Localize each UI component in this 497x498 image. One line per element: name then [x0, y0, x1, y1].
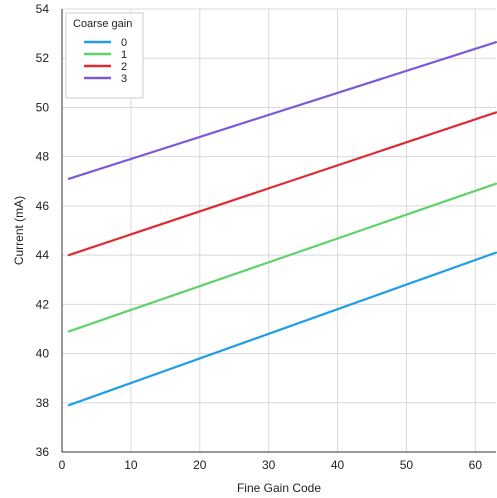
legend-title: Coarse gain: [73, 18, 132, 30]
series-line-0: [67, 251, 497, 407]
x-axis-label: Fine Gain Code: [237, 481, 321, 495]
y-tick-label: 38: [36, 396, 50, 410]
x-tick-label: 20: [193, 458, 207, 472]
x-tick-label: 10: [124, 458, 138, 472]
y-tick-label: 46: [36, 199, 50, 213]
legend-label-3: 3: [121, 73, 127, 85]
x-tick-label: 30: [262, 458, 276, 472]
axes: [61, 9, 496, 453]
legend-label-1: 1: [121, 49, 127, 61]
series-line-2: [67, 111, 497, 257]
legend-label-2: 2: [121, 61, 127, 73]
y-tick-labels: 36 38 40 42 44 46 48 50 52 54: [36, 2, 50, 459]
y-tick-label: 54: [36, 2, 50, 16]
y-tick-label: 42: [36, 297, 50, 311]
y-tick-label: 48: [36, 150, 50, 164]
grid: [61, 8, 496, 453]
x-tick-label: 60: [469, 458, 483, 472]
y-tick-label: 36: [36, 445, 50, 459]
y-tick-label: 40: [36, 347, 50, 361]
series-lines: [67, 41, 497, 407]
y-tick-label: 52: [36, 51, 50, 65]
legend-label-0: 0: [121, 37, 127, 49]
y-tick-label: 50: [36, 100, 50, 114]
y-axis-label: Current (mA): [12, 196, 26, 265]
legend-box: [65, 12, 144, 99]
series-line-3: [67, 41, 497, 180]
series-line-1: [67, 182, 497, 333]
x-tick-labels: 0 10 20 30 40 50 60: [59, 458, 483, 472]
x-tick-label: 40: [331, 458, 345, 472]
y-tick-label: 44: [36, 248, 50, 262]
x-tick-label: 50: [400, 458, 414, 472]
x-tick-label: 0: [59, 458, 66, 472]
